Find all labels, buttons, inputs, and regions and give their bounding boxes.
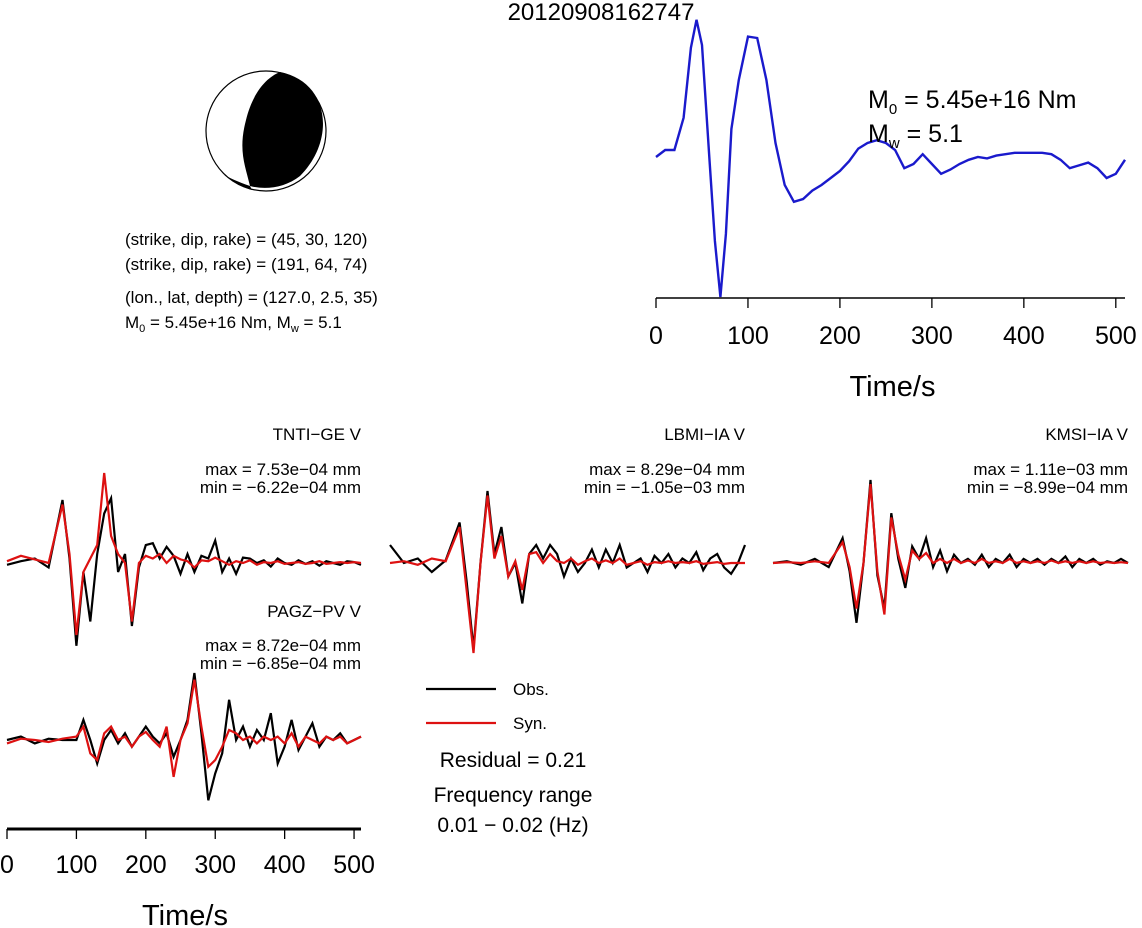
moment-summary-label: M0 = 5.45e+16 Nm, Mw = 5.1 bbox=[125, 313, 342, 335]
observed-trace bbox=[772, 479, 1129, 623]
station-label: PAGZ−PV V bbox=[267, 602, 361, 621]
max-amplitude-label: max = 1.11e−03 mm bbox=[973, 460, 1128, 479]
frequency-range-label: Frequency range bbox=[434, 784, 593, 807]
stf-x-tick-label: 0 bbox=[649, 322, 663, 350]
residual-label: Residual = 0.21 bbox=[440, 749, 587, 772]
fit-info: Residual = 0.21 Frequency range 0.01 − 0… bbox=[434, 749, 593, 837]
figure-title: 20120908162747 bbox=[508, 0, 695, 26]
stf-m0-label: M0 = 5.45e+16 Nm bbox=[868, 86, 1076, 118]
min-amplitude-label: min = −6.22e−04 mm bbox=[200, 478, 361, 497]
plane1-label: (strike, dip, rake) = (45, 30, 120) bbox=[125, 230, 367, 249]
observed-trace bbox=[6, 672, 362, 801]
beachball-compression-quadrant bbox=[242, 72, 323, 188]
waveform-x-tick-label: 200 bbox=[125, 851, 167, 879]
observed-trace bbox=[6, 493, 362, 646]
legend-syn-label: Syn. bbox=[513, 714, 547, 733]
synthetic-trace bbox=[389, 495, 745, 654]
station-label: TNTI−GE V bbox=[273, 425, 362, 444]
waveform-x-tick-label: 300 bbox=[194, 851, 236, 879]
synthetic-trace bbox=[6, 472, 362, 636]
max-amplitude-label: max = 8.29e−04 mm bbox=[589, 460, 745, 479]
stf-x-tick-label: 200 bbox=[819, 322, 861, 350]
source-time-function-panel: 0 100 200 300 400 500 Time/s bbox=[649, 19, 1137, 403]
frequency-range-value: 0.01 − 0.02 (Hz) bbox=[437, 814, 588, 837]
min-amplitude-label: min = −1.05e−03 mm bbox=[584, 478, 745, 497]
synthetic-trace bbox=[772, 484, 1129, 615]
stf-line bbox=[655, 19, 1127, 298]
beachball-compression-sliver bbox=[224, 175, 252, 190]
waveform-x-tick-label: 100 bbox=[56, 851, 98, 879]
waveform-x-tick-label: 400 bbox=[264, 851, 306, 879]
legend: Obs. Syn. bbox=[426, 680, 549, 733]
mechanism-info: (strike, dip, rake) = (45, 30, 120) (str… bbox=[125, 230, 378, 335]
stf-x-axis-label: Time/s bbox=[850, 371, 936, 403]
waveform-x-axis-label: Time/s bbox=[142, 900, 228, 928]
stf-x-tick-label: 500 bbox=[1095, 322, 1137, 350]
plane2-label: (strike, dip, rake) = (191, 64, 74) bbox=[125, 255, 367, 274]
station-label: KMSI−IA V bbox=[1045, 425, 1128, 444]
max-amplitude-label: max = 7.53e−04 mm bbox=[205, 460, 361, 479]
min-amplitude-label: min = −8.99e−04 mm bbox=[967, 478, 1128, 497]
location-label: (lon., lat, depth) = (127.0, 2.5, 35) bbox=[125, 288, 378, 307]
stf-x-tick-label: 400 bbox=[1003, 322, 1045, 350]
min-amplitude-label: min = −6.85e−04 mm bbox=[200, 654, 361, 673]
waveform-x-tick-label: 0 bbox=[0, 851, 14, 879]
observed-trace bbox=[389, 490, 747, 649]
legend-obs-label: Obs. bbox=[513, 680, 549, 699]
stf-x-tick-label: 100 bbox=[727, 322, 769, 350]
max-amplitude-label: max = 8.72e−04 mm bbox=[205, 636, 361, 655]
stf-mw-label: Mw = 5.1 bbox=[868, 120, 963, 152]
synthetic-trace bbox=[6, 679, 362, 778]
stf-moment-info: M0 = 5.45e+16 Nm Mw = 5.1 bbox=[868, 86, 1076, 152]
stf-x-tick-label: 300 bbox=[911, 322, 953, 350]
station-label: LBMI−IA V bbox=[664, 425, 745, 444]
beachball bbox=[205, 70, 327, 192]
waveform-x-tick-label: 500 bbox=[333, 851, 375, 879]
